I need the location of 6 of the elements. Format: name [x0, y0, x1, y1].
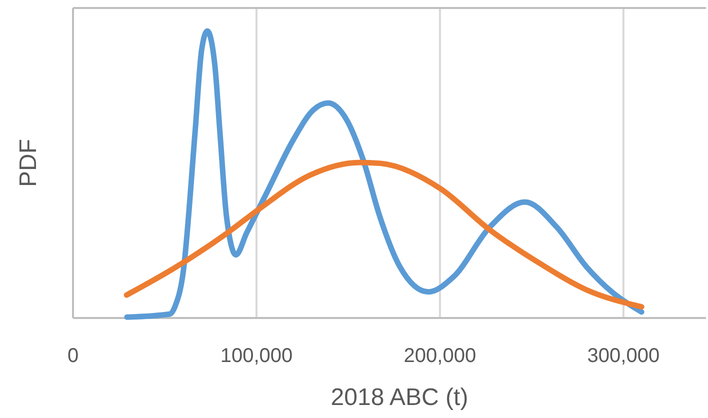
x-axis-title: 2018 ABC (t) [330, 384, 468, 411]
x-tick-label: 200,000 [404, 345, 476, 367]
x-tick-label: 100,000 [220, 345, 293, 367]
x-tick-label: 0 [67, 345, 79, 367]
x-tick-label: 300,000 [587, 345, 660, 367]
y-axis-title: PDF [15, 139, 42, 187]
